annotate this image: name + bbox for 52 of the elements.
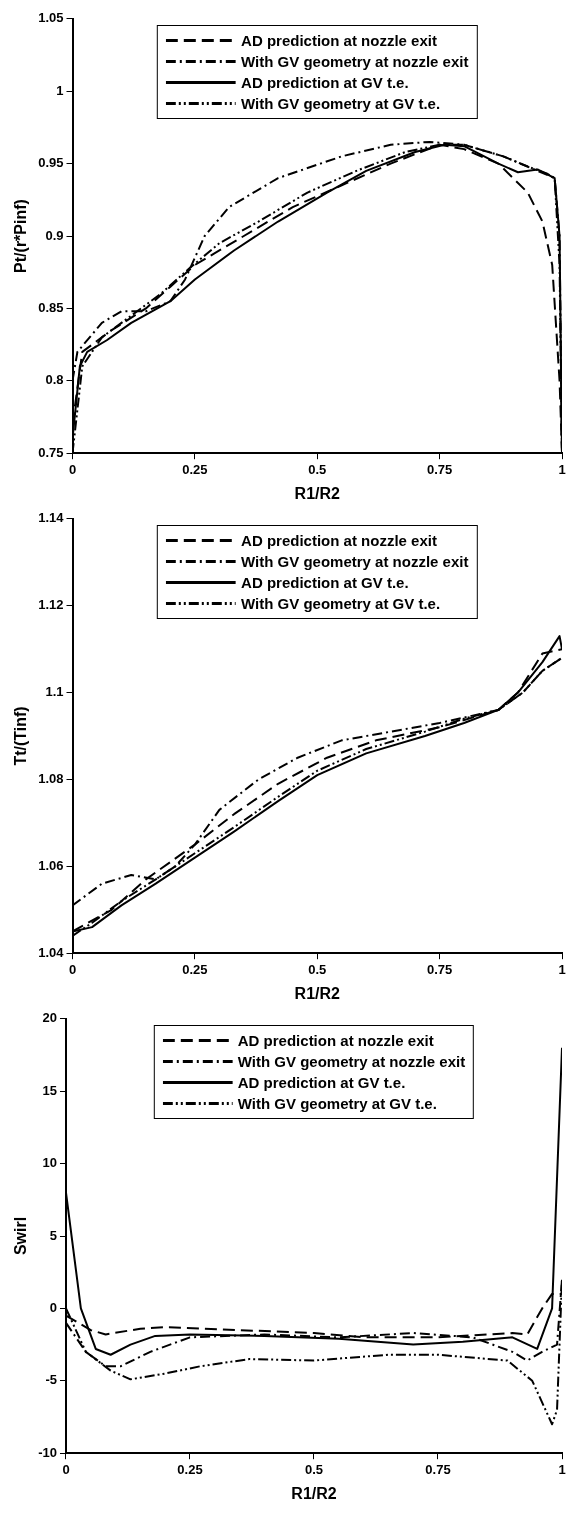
y-axis-title: Pt/(r*Pinf) — [12, 199, 30, 273]
y-tick-label: -5 — [45, 1372, 57, 1388]
legend-label: With GV geometry at nozzle exit — [237, 1051, 466, 1072]
y-axis-title: Tt/(Tinf) — [12, 706, 30, 766]
legend-label: With GV geometry at GV t.e. — [237, 1093, 437, 1114]
x-tick-label: 0.25 — [177, 1461, 203, 1477]
legend-label: With GV geometry at GV t.e. — [241, 593, 441, 614]
y-tick-label: 1.14 — [38, 510, 65, 526]
y-tick-label: 20 — [42, 1010, 57, 1026]
legend-label: AD prediction at nozzle exit — [241, 530, 437, 551]
x-tick-label: 0.5 — [308, 461, 327, 477]
x-tick-label: 1 — [558, 1461, 566, 1477]
y-tick-label: 1.12 — [38, 597, 64, 613]
legend-label: With GV geometry at nozzle exit — [241, 551, 469, 572]
y-tick-label: 1.04 — [38, 944, 65, 960]
legend-label: AD prediction at GV t.e. — [241, 572, 409, 593]
legend-label: With GV geometry at GV t.e. — [241, 93, 441, 114]
y-tick-label: 1.05 — [38, 10, 64, 26]
y-tick-label: 15 — [42, 1082, 57, 1098]
y-axis-title: Swirl — [12, 1216, 30, 1256]
y-tick-label: 0.85 — [38, 299, 64, 315]
x-tick-label: 0.25 — [182, 961, 208, 977]
y-tick-label: 0.95 — [38, 155, 64, 171]
y-tick-label: -10 — [38, 1444, 57, 1460]
x-tick-label: 0.5 — [308, 961, 327, 977]
y-tick-label: 0.9 — [45, 227, 64, 243]
y-tick-label: 1.06 — [38, 857, 64, 873]
y-tick-label: 1 — [56, 82, 64, 98]
x-tick-label: 0.75 — [425, 1461, 451, 1477]
x-axis-title: R1/R2 — [294, 984, 341, 1002]
legend-label: AD prediction at nozzle exit — [241, 30, 437, 51]
x-axis-title: R1/R2 — [294, 484, 341, 502]
x-tick-label: 0.5 — [304, 1461, 324, 1477]
x-tick-label: 0.75 — [426, 961, 453, 977]
y-tick-label: 0.8 — [45, 372, 64, 388]
x-tick-label: 1 — [558, 461, 566, 477]
legend-label: AD prediction at GV t.e. — [237, 1072, 406, 1093]
y-tick-label: 1.1 — [45, 684, 64, 700]
y-tick-label: 0 — [49, 1299, 57, 1315]
x-axis-title: R1/R2 — [291, 1484, 337, 1502]
legend-label: With GV geometry at nozzle exit — [241, 51, 469, 72]
y-tick-label: 10 — [42, 1155, 57, 1171]
x-tick-label: 0.25 — [182, 461, 208, 477]
y-tick-label: 0.75 — [38, 444, 64, 460]
x-tick-label: 0 — [68, 461, 77, 477]
legend-label: AD prediction at GV t.e. — [241, 72, 409, 93]
y-tick-label: 5 — [49, 1227, 57, 1243]
x-tick-label: 1 — [558, 961, 566, 977]
y-tick-label: 1.08 — [38, 771, 64, 787]
x-tick-label: 0 — [68, 961, 77, 977]
x-tick-label: 0.75 — [426, 461, 453, 477]
legend-label: AD prediction at nozzle exit — [237, 1030, 434, 1051]
